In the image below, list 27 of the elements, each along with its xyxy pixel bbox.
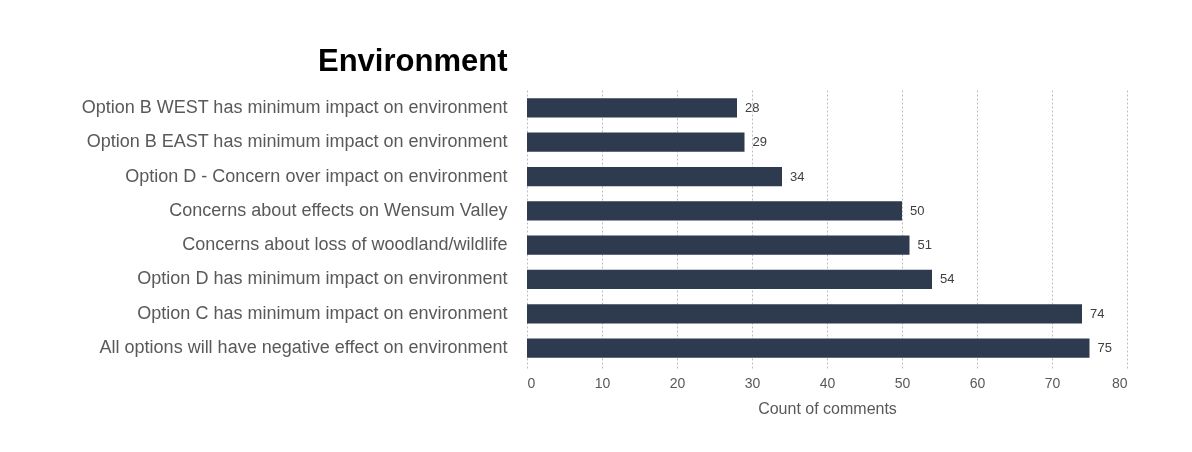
x-tick-label: 0 bbox=[527, 374, 536, 391]
x-tick-label: 10 bbox=[594, 374, 611, 391]
data-label: 74 bbox=[1090, 305, 1105, 321]
data-label: 75 bbox=[1097, 340, 1112, 356]
data-label: 34 bbox=[790, 168, 805, 184]
y-tick-label: Option D - Concern over impact on environment bbox=[125, 165, 508, 186]
y-tick-label: Concerns about effects on Wensum Valley bbox=[169, 199, 508, 220]
chart-title: Environment bbox=[318, 43, 508, 78]
x-tick-label: 40 bbox=[819, 374, 836, 391]
y-tick-label: Option B WEST has minimum impact on environment bbox=[81, 96, 508, 117]
x-tick-label: 20 bbox=[669, 374, 686, 391]
x-tick-label: 50 bbox=[894, 374, 911, 391]
data-label: 29 bbox=[752, 134, 767, 150]
y-tick-label: Option C has minimum impact on environment bbox=[137, 302, 508, 323]
data-label: 28 bbox=[745, 99, 760, 115]
x-tick-label: 70 bbox=[1044, 374, 1061, 391]
x-tick-label: 60 bbox=[969, 374, 986, 391]
x-axis-title: Count of comments bbox=[758, 399, 897, 417]
y-tick-label: All options will have negative effect on environment bbox=[99, 337, 508, 358]
x-tick-label: 80 bbox=[1111, 374, 1128, 391]
y-tick-label: Option B EAST has minimum impact on environment bbox=[86, 131, 508, 152]
x-tick-label: 30 bbox=[744, 374, 761, 391]
y-tick-label: Option D has minimum impact on environment bbox=[137, 268, 508, 289]
data-label: 51 bbox=[917, 237, 932, 253]
data-label: 50 bbox=[910, 202, 925, 218]
y-tick-label: Concerns about loss of woodland/wildlife bbox=[182, 234, 508, 255]
data-label: 54 bbox=[940, 271, 955, 287]
